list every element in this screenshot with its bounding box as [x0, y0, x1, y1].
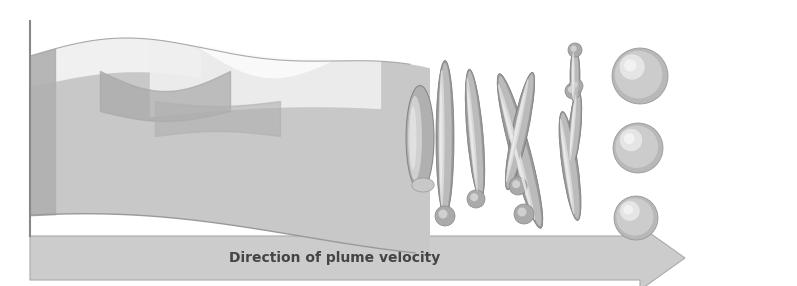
Ellipse shape	[467, 89, 476, 180]
Ellipse shape	[507, 74, 533, 188]
Circle shape	[517, 208, 527, 217]
Ellipse shape	[466, 77, 477, 191]
Circle shape	[623, 205, 633, 214]
Ellipse shape	[467, 71, 483, 197]
Ellipse shape	[438, 63, 452, 213]
Circle shape	[571, 45, 577, 52]
Circle shape	[614, 51, 662, 98]
Polygon shape	[30, 38, 430, 255]
Ellipse shape	[570, 49, 580, 104]
Ellipse shape	[406, 86, 434, 190]
Circle shape	[467, 190, 485, 208]
Circle shape	[624, 59, 636, 72]
Ellipse shape	[559, 112, 581, 221]
Ellipse shape	[412, 178, 434, 192]
Circle shape	[614, 196, 658, 240]
Ellipse shape	[572, 57, 574, 95]
Ellipse shape	[568, 91, 582, 165]
Circle shape	[615, 126, 658, 168]
Circle shape	[435, 206, 455, 226]
Ellipse shape	[439, 70, 445, 206]
Circle shape	[612, 48, 668, 104]
Ellipse shape	[506, 79, 528, 182]
Ellipse shape	[505, 72, 535, 190]
Ellipse shape	[508, 89, 525, 171]
Circle shape	[470, 193, 478, 201]
Ellipse shape	[436, 61, 454, 215]
Ellipse shape	[569, 95, 576, 161]
Circle shape	[509, 177, 527, 195]
Polygon shape	[30, 226, 685, 286]
Circle shape	[624, 133, 634, 144]
Ellipse shape	[410, 106, 417, 170]
Ellipse shape	[571, 52, 575, 100]
Circle shape	[568, 43, 582, 57]
Ellipse shape	[408, 96, 422, 180]
Circle shape	[616, 198, 654, 236]
Circle shape	[620, 129, 642, 151]
Text: Direction of plume velocity: Direction of plume velocity	[230, 251, 441, 265]
Circle shape	[512, 180, 520, 188]
Ellipse shape	[497, 74, 543, 228]
Circle shape	[514, 204, 534, 224]
Ellipse shape	[571, 49, 579, 103]
Ellipse shape	[499, 76, 541, 226]
Ellipse shape	[501, 98, 530, 206]
Ellipse shape	[570, 102, 575, 154]
Circle shape	[619, 54, 645, 80]
Ellipse shape	[560, 113, 579, 219]
Ellipse shape	[498, 84, 535, 220]
Circle shape	[438, 210, 447, 219]
Circle shape	[571, 82, 578, 88]
Circle shape	[569, 79, 583, 93]
Circle shape	[620, 201, 640, 221]
Circle shape	[565, 83, 581, 99]
Ellipse shape	[440, 84, 442, 192]
Circle shape	[567, 86, 575, 93]
Ellipse shape	[561, 128, 572, 204]
Circle shape	[613, 123, 663, 173]
Ellipse shape	[465, 69, 485, 199]
Ellipse shape	[560, 118, 575, 214]
Ellipse shape	[570, 92, 580, 164]
